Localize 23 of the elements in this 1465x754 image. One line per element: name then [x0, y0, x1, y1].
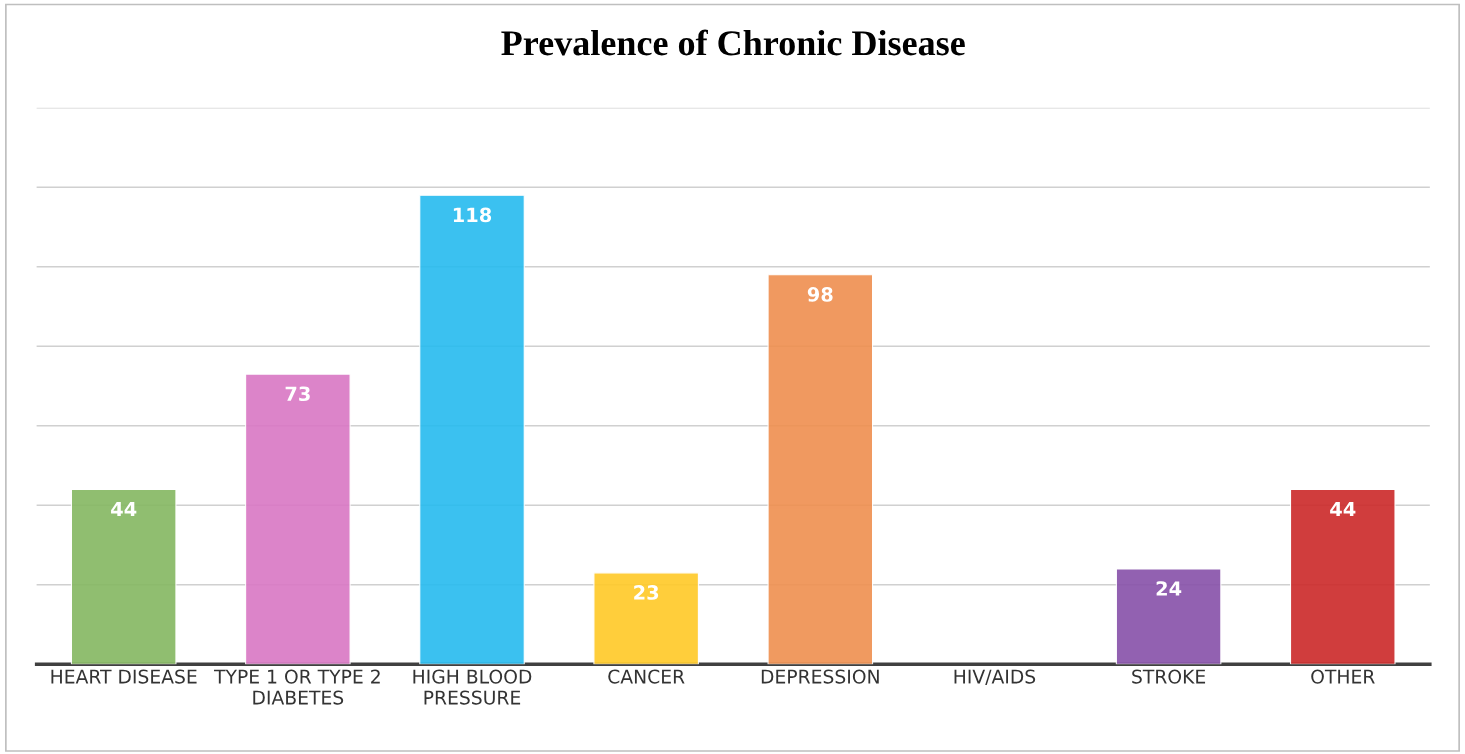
x-tick-label: HEART DISEASE [51, 669, 197, 684]
x-tick-label: OTHER [1311, 669, 1375, 684]
data-label: 44 [111, 501, 137, 517]
data-label: 24 [1156, 581, 1182, 596]
x-tick-label: STROKE [1132, 669, 1206, 684]
x-tick-label: CANCER [608, 669, 685, 684]
bar [1115, 568, 1222, 665]
data-label: 118 [453, 207, 492, 223]
chart-title: Prevalence of Chronic Disease [501, 29, 965, 56]
bar [245, 373, 351, 665]
x-tick-label: TYPE 1 OR TYPE 2 DIABETES [214, 669, 380, 705]
data-label: 44 [1330, 501, 1356, 517]
bar [1289, 488, 1396, 665]
bar [419, 194, 525, 665]
data-label: 98 [807, 287, 833, 302]
bar [70, 488, 177, 665]
bar [593, 572, 699, 665]
bar [767, 274, 874, 665]
x-tick-label: HIV/AIDS [954, 669, 1036, 686]
data-label: 73 [285, 386, 310, 402]
x-tick-label: HIGH BLOOD PRESSURE [413, 669, 532, 705]
data-label: 23 [634, 585, 659, 600]
x-tick-label: DEPRESSION [761, 669, 879, 684]
